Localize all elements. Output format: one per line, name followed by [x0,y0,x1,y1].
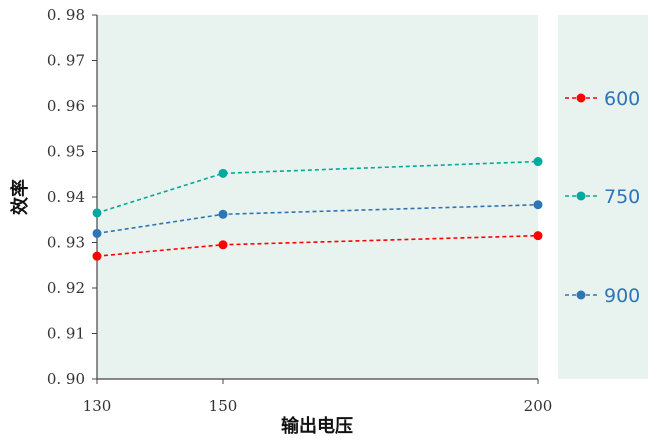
legend: 600 750 900 [565,88,640,307]
legend-background [558,15,648,379]
data-point-900 [533,200,543,210]
data-point-750 [533,157,543,167]
x-axis-title: 输出电压 [281,415,353,437]
data-point-750 [92,208,102,218]
series-layer [92,157,543,261]
y-tick-label: 0. 95 [47,143,85,161]
data-point-600 [218,240,228,250]
data-point-600 [92,251,102,261]
x-ticks: 130 150 200 [83,379,553,415]
legend-marker-600 [576,93,586,103]
y-tick-label: 0. 92 [47,279,85,297]
series-line-750 [96,160,539,214]
y-ticks: 0. 90 0. 91 0. 92 0. 93 0. 94 0. 95 0. 96 0. 97… [47,6,97,388]
data-point-900 [218,209,228,219]
y-tick-label: 0. 98 [47,6,85,24]
legend-marker-750 [576,191,586,201]
legend-label-900: 900 [604,285,640,307]
data-point-900 [92,228,102,238]
y-tick-label: 0. 94 [47,188,85,206]
y-tick-label: 0. 96 [47,97,85,115]
legend-marker-900 [576,290,586,300]
y-tick-label: 0. 97 [47,52,85,70]
x-tick-label: 130 [83,397,112,415]
y-tick-label: 0. 90 [47,370,85,388]
legend-label-750: 750 [604,186,640,208]
x-tick-label: 200 [524,397,553,415]
data-point-600 [533,231,543,241]
x-tick-label: 150 [209,397,238,415]
data-point-750 [218,168,228,178]
y-axis-title: 效率 [9,179,31,215]
legend-label-600: 600 [604,88,640,110]
plot-background [97,15,538,379]
y-tick-label: 0. 93 [47,234,85,252]
y-tick-label: 0. 91 [47,325,85,343]
